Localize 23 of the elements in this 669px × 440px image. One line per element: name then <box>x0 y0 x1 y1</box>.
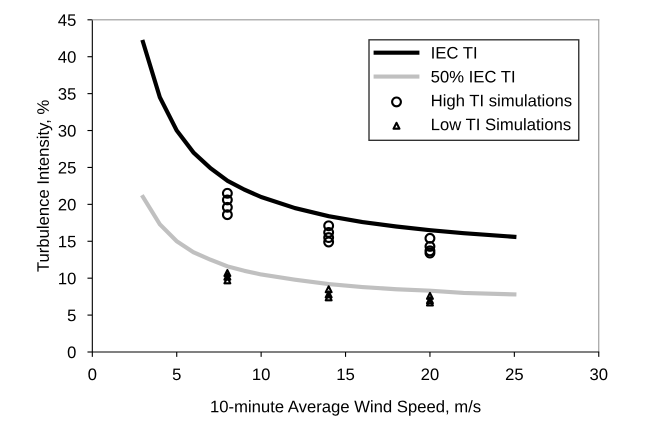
legend-label: IEC TI <box>432 46 476 59</box>
y-tick-label: 45 <box>58 14 76 26</box>
y-tick-label: 40 <box>58 51 76 63</box>
x-tick-label: 15 <box>338 368 354 380</box>
x-tick-label: 30 <box>590 368 608 380</box>
x-axis-title: 10-minute Average Wind Speed, m/s <box>211 400 481 416</box>
legend-label: Low TI Simulations <box>432 118 571 130</box>
legend-label: 50% IEC TI <box>431 70 514 83</box>
legend-label: High TI simulations <box>432 94 572 110</box>
x-tick-label: 20 <box>422 368 439 380</box>
y-tick-label: 20 <box>58 198 76 211</box>
y-tick-label: 0 <box>68 346 76 358</box>
x-tick-label: 0 <box>88 368 96 380</box>
y-tick-label: 30 <box>58 124 76 137</box>
y-tick-label: 25 <box>58 162 76 174</box>
x-tick-label: 5 <box>172 368 181 380</box>
y-tick-label: 5 <box>68 310 76 322</box>
y-axis-title: Turbulence Intensity, % <box>36 100 52 272</box>
x-tick-label: 10 <box>253 368 270 380</box>
y-tick-label: 15 <box>59 236 76 248</box>
x-tick-label: 25 <box>506 368 523 380</box>
y-tick-label: 35 <box>58 88 76 100</box>
y-tick-label: 10 <box>59 272 76 284</box>
